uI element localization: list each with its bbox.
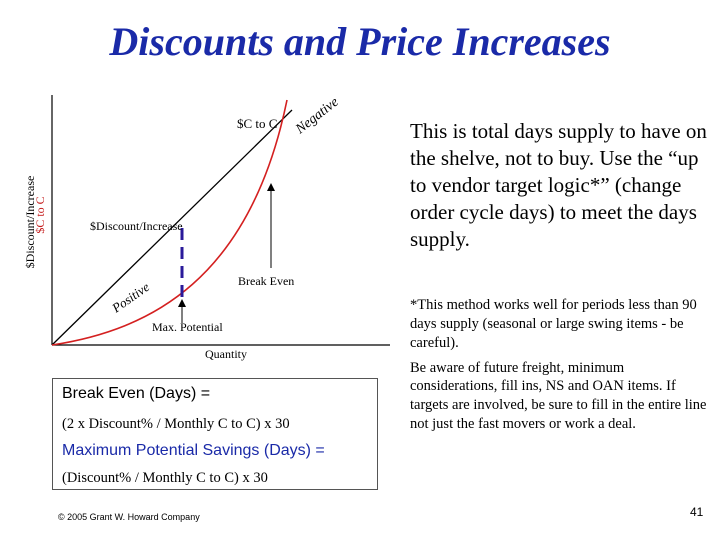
positive-label: Positive [108, 279, 152, 316]
break-even-label: Break Even [238, 274, 294, 288]
page-number: 41 [690, 505, 704, 519]
break-even-formula: (2 x Discount% / Monthly C to C) x 30 [62, 416, 290, 432]
c-to-c-line [51, 109, 293, 346]
method-notes: *This method works well for periods less… [410, 296, 710, 440]
diagonal-label: $Discount/Increase [90, 219, 183, 233]
method-note-periods: *This method works well for periods less… [410, 297, 697, 351]
max-savings-title: Maximum Potential Savings (Days) = [62, 442, 325, 459]
copyright: © 2005 Grant W. Howard Company [58, 512, 200, 522]
max-potential-arrowhead [178, 299, 186, 307]
y-axis-label-top: $Discount/Increase [23, 176, 37, 269]
y-axis-label-bottom: $C to C [33, 196, 47, 233]
days-supply-explanation: This is total days supply to have on the… [410, 119, 707, 251]
break-even-arrowhead [267, 183, 275, 191]
max-potential-label: Max. Potential [152, 320, 223, 334]
x-axis-label: Quantity [205, 347, 247, 361]
break-even-title: Break Even (Days) = [62, 385, 211, 402]
method-note-freight: Be aware of future freight, minimum cons… [410, 359, 707, 433]
page-title: Discounts and Price Increases [109, 19, 611, 64]
c-to-c-label: $C to C [237, 116, 277, 131]
cost-curve [51, 99, 288, 346]
negative-label: Negative [292, 95, 341, 138]
formula-box: Break Even (Days) = (2 x Discount% / Mon… [52, 378, 378, 490]
max-savings-formula: (Discount% / Monthly C to C) x 30 [62, 470, 268, 486]
